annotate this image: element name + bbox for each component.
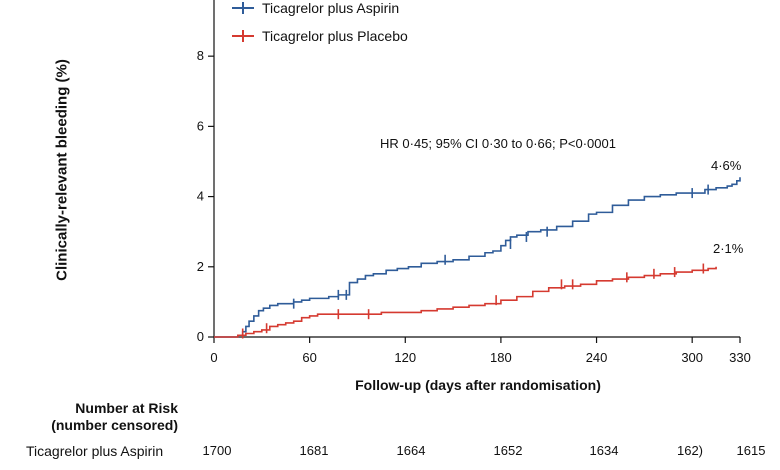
x-tick-label: 0: [210, 350, 217, 365]
x-tick-label: 120: [394, 350, 416, 365]
risk-cell: 162): [676, 443, 704, 458]
end-label-placebo: 2·1%: [713, 241, 744, 256]
legend-item-placebo: Ticagrelor plus Placebo: [232, 28, 408, 44]
x-tick-label: 330: [729, 350, 751, 365]
x-tick-label: 300: [681, 350, 703, 365]
x-tick-label: 240: [586, 350, 608, 365]
risk-cell: 1681: [299, 443, 329, 458]
censor-marks: [241, 184, 709, 339]
risk-cell: 1652: [493, 443, 523, 458]
risk-cell: 1700: [202, 443, 232, 458]
x-tick-label: 60: [302, 350, 316, 365]
y-tick-label: 0: [197, 329, 204, 344]
risk-row-label-aspirin: Ticagrelor plus Aspirin: [26, 443, 164, 459]
x-axis-label: Follow-up (days after randomisation): [355, 377, 601, 393]
x-tick-label: 180: [490, 350, 512, 365]
risk-table-title: Number at Risk: [75, 400, 178, 416]
curves: [214, 177, 741, 338]
y-tick-label: 4: [197, 189, 204, 204]
y-axis-label: Clinically-relevant bleeding (%): [53, 59, 71, 281]
legend-swatch-placebo: [232, 30, 254, 42]
series-line-1: [214, 266, 717, 338]
end-label-aspirin: 4·6%: [711, 158, 742, 173]
axes: 0 2 4 6 8 0 60 120 180 240 300 330: [197, 0, 751, 365]
legend-label-aspirin: Ticagrelor plus Aspirin: [262, 0, 400, 16]
risk-cell: 1664: [396, 443, 426, 458]
y-tick-label: 6: [197, 118, 204, 133]
legend-item-aspirin: Ticagrelor plus Aspirin: [232, 0, 399, 16]
risk-table-subtitle: (number censored): [51, 417, 178, 433]
y-tick-label: 2: [197, 259, 204, 274]
risk-cell: 1634: [589, 443, 619, 458]
risk-cell: 1615: [736, 443, 766, 458]
hazard-ratio-annotation: HR 0·45; 95% CI 0·30 to 0·66; P<0·0001: [380, 136, 616, 151]
legend-label-placebo: Ticagrelor plus Placebo: [262, 28, 408, 44]
series-line-0: [214, 177, 741, 338]
y-tick-label: 8: [197, 48, 204, 63]
legend-swatch-aspirin: [232, 2, 254, 14]
